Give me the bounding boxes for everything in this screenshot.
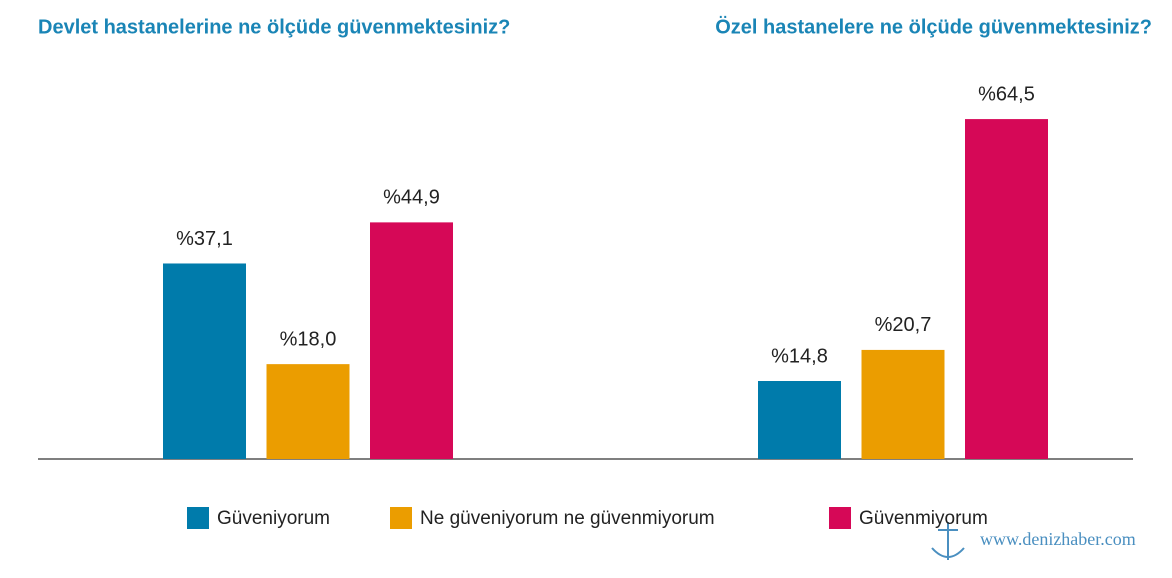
value-label: %64,5 — [978, 83, 1035, 105]
legend-label: Ne güveniyorum ne güvenmiyorum — [420, 508, 715, 529]
bar — [266, 364, 350, 459]
legend-label: Güvenmiyorum — [859, 508, 988, 529]
legend-swatch — [187, 507, 209, 529]
watermark: www.denizhaber.com — [980, 529, 1136, 549]
legend-label: Güveniyorum — [217, 508, 330, 529]
bar — [758, 381, 841, 459]
watermark-logo — [931, 522, 965, 560]
value-label: %14,8 — [771, 345, 828, 367]
bar — [163, 263, 246, 459]
legend-swatch — [829, 507, 851, 529]
bar — [861, 349, 945, 459]
bar — [965, 119, 1048, 460]
value-label: %20,7 — [875, 314, 932, 336]
legend-swatch — [390, 507, 412, 529]
value-label: %18,0 — [280, 328, 337, 350]
group-title: Devlet hastanelerine ne ölçüde güvenmekt… — [38, 16, 510, 38]
value-label: %44,9 — [383, 187, 440, 209]
group-title: Özel hastanelere ne ölçüde güvenmektesin… — [715, 15, 1152, 38]
value-label: %37,1 — [176, 228, 233, 250]
bar — [370, 222, 453, 459]
